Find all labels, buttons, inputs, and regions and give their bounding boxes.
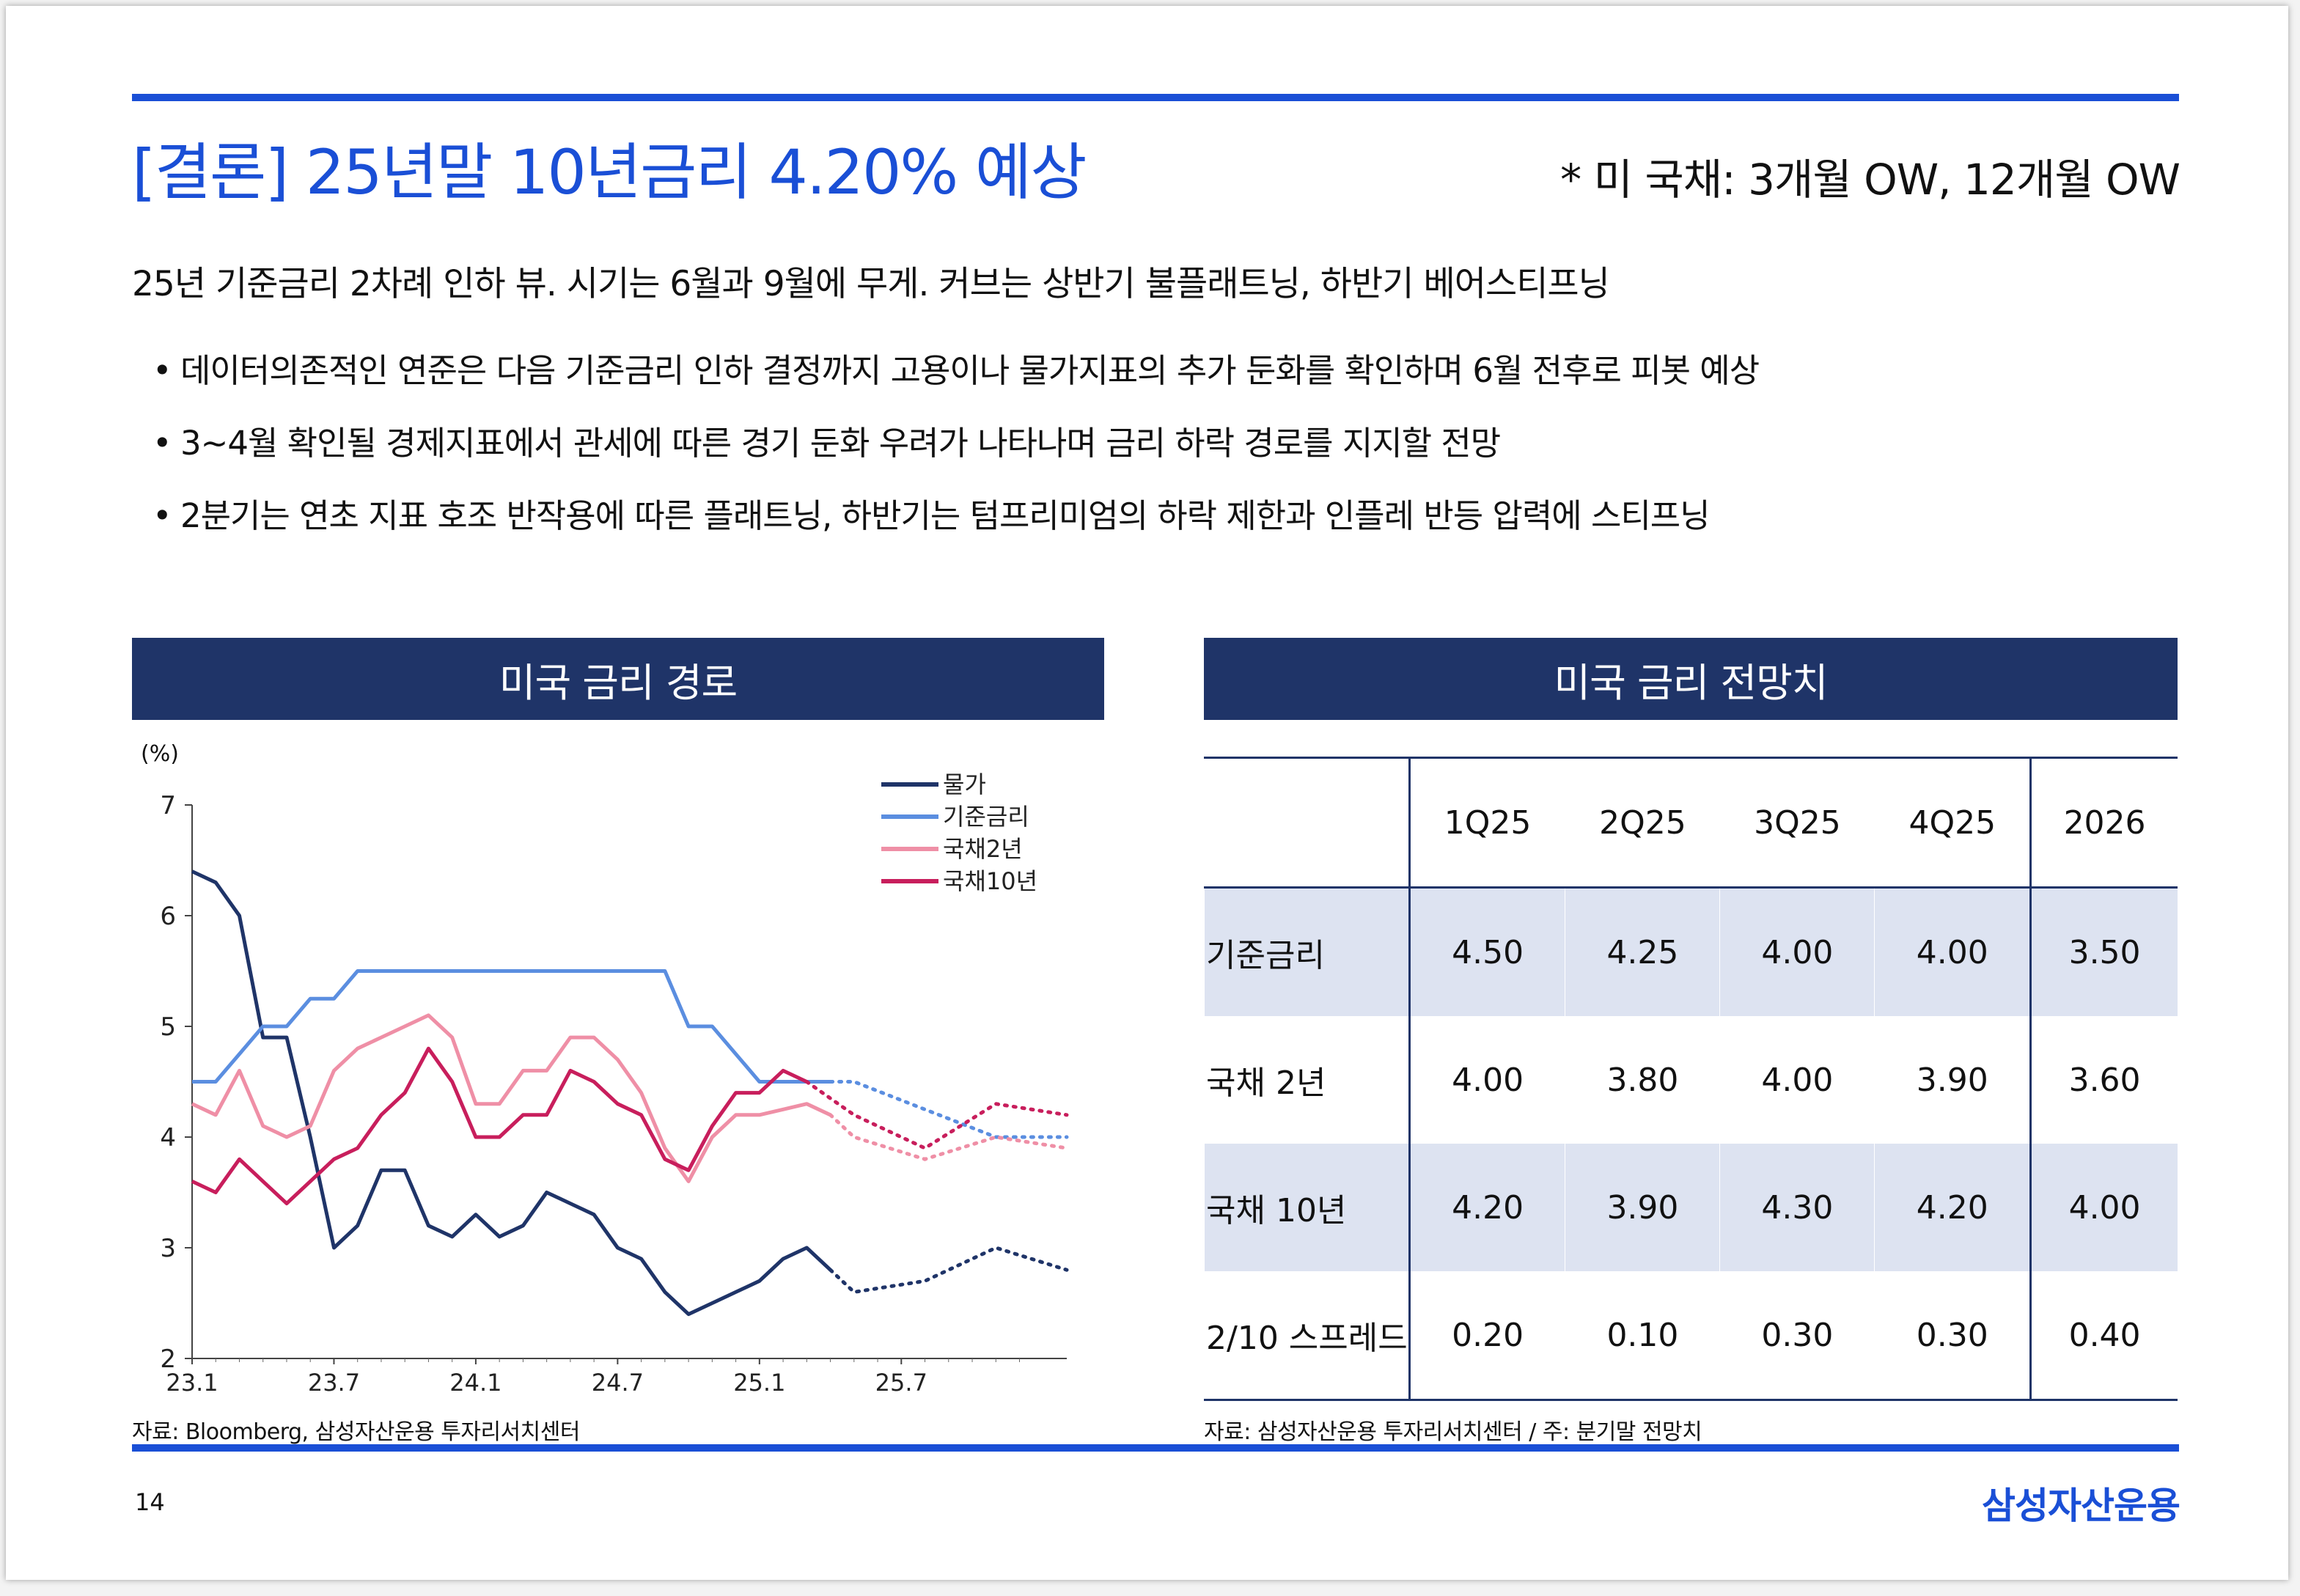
x-tick-label: 23.7 — [308, 1369, 360, 1397]
chart-axes: (%) 2 3 4 5 6 7 23.1 23.7 24.1 24.7 25.1 25.7 — [141, 741, 1067, 1397]
table-panel-header: 미국 금리 전망치 — [1204, 638, 2178, 720]
legend-label: 국채10년 — [943, 867, 1037, 895]
legend-label: 기준금리 — [943, 803, 1029, 831]
table-cell: 4.00 — [1719, 887, 1875, 1016]
table-row: 2/10 스프레드 0.20 0.10 0.30 0.30 0.40 — [1204, 1271, 2178, 1400]
series-line-기준금리 — [192, 969, 831, 1084]
x-tick-label: 23.1 — [166, 1369, 218, 1397]
bullet-dot: • — [153, 496, 172, 535]
series-line-물가 — [191, 869, 832, 1317]
bullet-list: • 데이터의존적인 연준은 다음 기준금리 인하 결정까지 고용이나 물가지표의 … — [153, 334, 1760, 552]
slide: [결론] 25년말 10년금리 4.20% 예상 * 미 국채: 3개월 OW,… — [6, 6, 2288, 1580]
x-tick-label: 25.7 — [875, 1369, 927, 1397]
table-cell: 3.90 — [1565, 1144, 1720, 1271]
x-tick-label: 24.7 — [592, 1369, 644, 1397]
chart-panel-header: 미국 금리 경로 — [132, 638, 1104, 720]
table-cell: 4.00 — [1408, 1016, 1565, 1144]
column-header — [1204, 757, 1410, 888]
table-row: 국채 10년 4.20 3.90 4.30 4.20 4.00 — [1204, 1144, 2178, 1271]
table-cell: 0.20 — [1408, 1271, 1565, 1400]
table-row: 국채 2년 4.00 3.80 4.00 3.90 3.60 — [1204, 1016, 2178, 1144]
table-cell: 3.60 — [2029, 1016, 2178, 1144]
bottom-rule — [132, 1444, 2179, 1452]
legend-label: 국채2년 — [943, 835, 1023, 863]
forecast-line-국채10년 — [804, 1080, 1069, 1150]
table-cell: 0.30 — [1719, 1271, 1875, 1400]
brand-logo: 삼성자산운용 — [1982, 1485, 2180, 1527]
table-cell: 4.50 — [1408, 887, 1565, 1016]
column-header: 1Q25 — [1408, 757, 1565, 888]
bullet-item: • 3~4월 확인될 경제지표에서 관세에 따른 경기 둔화 우려가 나타나며 금… — [153, 407, 1759, 479]
page-title: [결론] 25년말 10년금리 4.20% 예상 — [132, 136, 1087, 208]
table-cell: 4.00 — [2029, 1144, 2178, 1271]
column-header: 2Q25 — [1565, 757, 1720, 888]
table-source: 자료: 삼성자산운용 투자리서치센터 / 주: 분기말 전망치 — [1204, 1419, 1702, 1445]
row-label: 국채 10년 — [1204, 1144, 1410, 1271]
summary-headline: 25년 기준금리 2차례 인하 뷰. 시기는 6월과 9월에 무게. 커브는 상… — [132, 264, 1610, 304]
table-cell: 4.20 — [1408, 1144, 1565, 1271]
column-header: 4Q25 — [1874, 757, 2031, 888]
row-label: 2/10 스프레드 — [1204, 1271, 1410, 1400]
series-line-국채10년 — [191, 1046, 808, 1206]
legend-label: 물가 — [943, 771, 986, 798]
y-tick-label: 6 — [160, 902, 176, 931]
table-cell: 3.80 — [1565, 1016, 1720, 1144]
y-tick-label: 2 — [160, 1345, 176, 1374]
bullet-dot: • — [153, 351, 172, 390]
rate-path-chart: (%) 2 3 4 5 6 7 23.1 23.7 24.1 24.7 25.1 25.7 물가기준금리… — [141, 741, 1069, 1397]
top-rule — [132, 94, 2179, 101]
table-cell: 4.00 — [1719, 1016, 1875, 1144]
table-header-row: 1Q25 2Q25 3Q25 4Q25 2026 — [1204, 757, 2178, 888]
bullet-item: • 데이터의존적인 연준은 다음 기준금리 인하 결정까지 고용이나 물가지표의 … — [153, 334, 1760, 407]
chart-source: 자료: Bloomberg, 삼성자산운용 투자리서치센터 — [132, 1419, 580, 1445]
y-tick-label: 3 — [160, 1234, 176, 1263]
recommendation-note: * 미 국채: 3개월 OW, 12개월 OW — [1560, 155, 2180, 205]
x-tick-label: 25.1 — [733, 1369, 785, 1397]
page-number: 14 — [135, 1488, 165, 1516]
table-cell: 3.90 — [1874, 1016, 2031, 1144]
table-cell: 0.40 — [2029, 1271, 2178, 1400]
y-tick-label: 7 — [160, 791, 176, 820]
forecast-line-물가 — [828, 1246, 1069, 1295]
table-cell: 4.00 — [1874, 887, 2031, 1016]
bullet-dot: • — [153, 424, 172, 463]
table-cell: 4.30 — [1719, 1144, 1875, 1271]
table-cell: 0.10 — [1565, 1271, 1720, 1400]
y-tick-label: 4 — [160, 1123, 176, 1152]
row-label: 국채 2년 — [1204, 1016, 1410, 1144]
y-tick-label: 5 — [160, 1012, 176, 1042]
column-header: 2026 — [2029, 757, 2178, 888]
chart-lines — [191, 869, 1069, 1317]
series-line-국채2년 — [191, 1013, 831, 1183]
column-header: 3Q25 — [1719, 757, 1875, 888]
forecast-line-국채2년 — [828, 1113, 1069, 1161]
table-row: 기준금리 4.50 4.25 4.00 4.00 3.50 — [1204, 887, 2178, 1016]
row-label: 기준금리 — [1204, 887, 1410, 1016]
table-cell: 4.25 — [1565, 887, 1720, 1016]
table-cell: 0.30 — [1874, 1271, 2031, 1400]
forecast-table: 1Q25 2Q25 3Q25 4Q25 2026 기준금리 4.50 4.25 … — [1204, 757, 2178, 1401]
y-axis-label: (%) — [141, 741, 179, 767]
table-cell: 3.50 — [2029, 887, 2178, 1016]
forecast-line-기준금리 — [828, 1080, 1069, 1139]
bullet-item: • 2분기는 연초 지표 호조 반작용에 따른 플래트닝, 하반기는 텀프리미엄의… — [153, 479, 1759, 552]
x-tick-label: 24.1 — [449, 1369, 501, 1397]
table-cell: 4.20 — [1874, 1144, 2031, 1271]
